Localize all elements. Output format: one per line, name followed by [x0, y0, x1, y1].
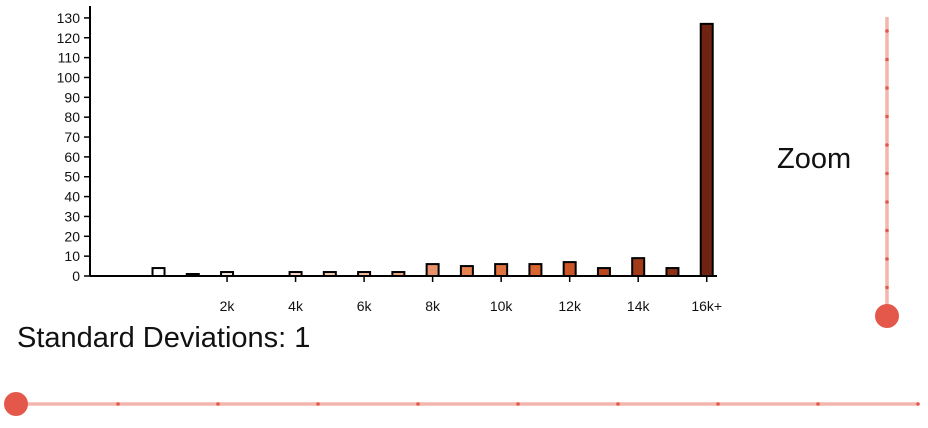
histogram-bar [528, 263, 543, 277]
y-tick-label: 20 [64, 228, 80, 244]
y-tick-label: 40 [64, 189, 80, 205]
histogram-bar [151, 267, 166, 278]
y-tick-label: 120 [57, 30, 81, 46]
bars-layer [151, 22, 714, 278]
y-tick-label: 10 [64, 248, 80, 264]
x-tick-label: 2k [220, 298, 236, 314]
x-tick-label: 14k [627, 298, 651, 314]
x-tick-label: 4k [288, 298, 304, 314]
std-dev-label: Standard Deviations: 1 [17, 322, 311, 354]
histogram-bar [425, 263, 440, 277]
y-tick-label: 0 [72, 268, 80, 284]
x-tick-label: 8k [425, 298, 441, 314]
histogram-svg: 0 10 20 30 40 50 60 70 80 90 100 110 120 130 2k 4k 6k 8k… [57, 6, 722, 314]
x-tick-label: 6k [357, 298, 373, 314]
y-tick-label: 100 [57, 69, 81, 85]
y-tick-label: 30 [64, 208, 80, 224]
histogram-chart: 0 10 20 30 40 50 60 70 80 90 100 110 120 130 2k 4k 6k 8k… [57, 6, 722, 314]
y-axis-ticks: 0 10 20 30 40 50 60 70 80 90 100 110 120 130 [57, 10, 90, 284]
histogram-bar [459, 265, 474, 277]
x-axis-ticks: 2k 4k 6k 8k 10k 12k 14k 16k+ [220, 276, 722, 314]
zoom-label: Zoom [777, 143, 852, 175]
histogram-bar [562, 261, 577, 277]
y-tick-label: 70 [64, 129, 80, 145]
zoom-slider-handle[interactable] [875, 304, 899, 328]
y-tick-label: 50 [64, 169, 80, 185]
x-tick-label: 12k [558, 298, 582, 314]
x-tick-label: 10k [490, 298, 514, 314]
y-tick-label: 90 [64, 89, 80, 105]
histogram-bar [699, 22, 714, 278]
y-tick-label: 110 [58, 50, 81, 66]
histogram-bar [665, 267, 680, 278]
std-dev-slider-handle[interactable] [4, 392, 28, 416]
y-tick-label: 80 [64, 109, 80, 125]
histogram-bar [631, 257, 646, 278]
x-tick-label: 16k+ [691, 298, 722, 314]
histogram-bar [494, 263, 509, 277]
histogram-bar [596, 267, 611, 278]
y-tick-label: 130 [57, 10, 81, 26]
y-tick-label: 60 [64, 149, 80, 165]
